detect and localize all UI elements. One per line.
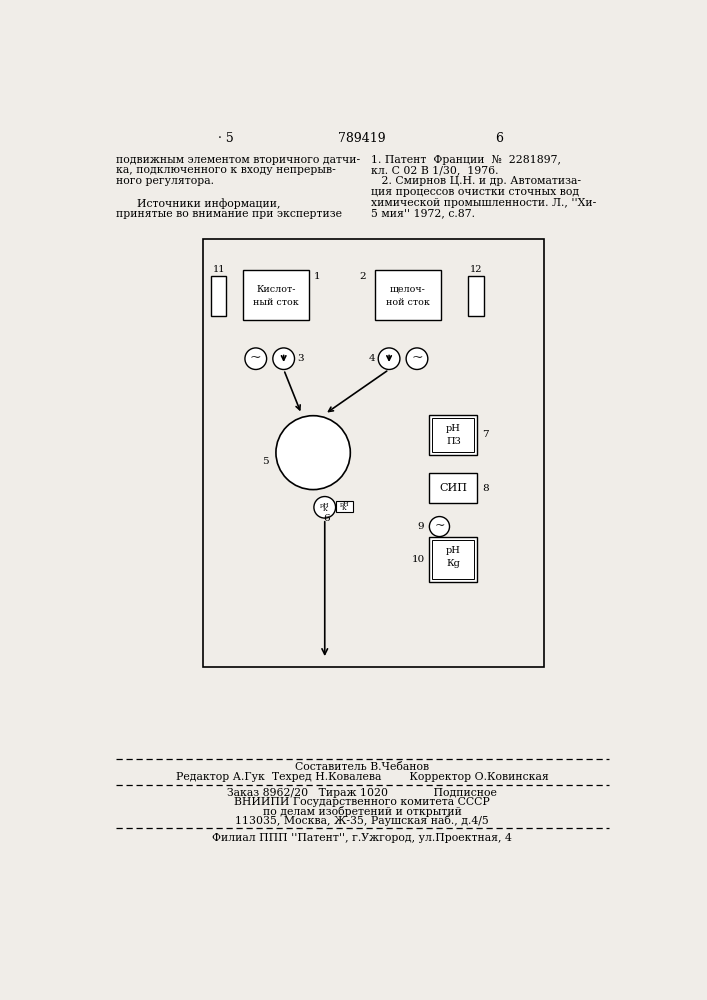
Text: Редактор А.Гук  Техред Н.Ковалева        Корректор О.Ковинская: Редактор А.Гук Техред Н.Ковалева Коррект…: [175, 772, 549, 782]
Text: рН: рН: [446, 546, 461, 555]
Text: 2. Смирнов Ц.Н. и др. Автоматиза-: 2. Смирнов Ц.Н. и др. Автоматиза-: [371, 176, 581, 186]
Text: рН: рН: [446, 424, 461, 433]
Circle shape: [276, 416, 351, 490]
Bar: [429, 415, 477, 455]
Text: щелоч-: щелоч-: [390, 285, 426, 294]
Text: рН: рН: [320, 502, 329, 508]
Text: 1: 1: [314, 272, 320, 281]
Circle shape: [406, 348, 428, 369]
Circle shape: [314, 497, 336, 518]
Bar: [429, 473, 477, 503]
Circle shape: [273, 348, 295, 369]
Text: 6: 6: [323, 514, 329, 523]
Circle shape: [245, 348, 267, 369]
Text: К: К: [341, 506, 346, 511]
Bar: [336, 501, 353, 512]
Text: ной сток: ной сток: [386, 298, 430, 307]
Text: по делам изобретений и открытий: по делам изобретений и открытий: [262, 806, 462, 817]
Text: П3: П3: [446, 437, 461, 446]
Text: 8: 8: [482, 484, 489, 493]
Text: 11: 11: [212, 265, 225, 274]
Text: ~: ~: [411, 351, 423, 365]
Text: Филиал ППП ''Патент'', г.Ужгород, ул.Проектная, 4: Филиал ППП ''Патент'', г.Ужгород, ул.Про…: [212, 833, 512, 843]
Text: 7: 7: [482, 430, 489, 439]
Text: ~: ~: [250, 351, 262, 365]
Text: 3: 3: [298, 354, 304, 363]
Text: 2: 2: [359, 272, 366, 281]
Text: К: К: [322, 507, 327, 512]
Text: химической промышленности. Л., ''Хи-: химической промышленности. Л., ''Хи-: [371, 198, 597, 208]
Text: 9: 9: [417, 522, 424, 531]
Text: 5 мия'' 1972, с.87.: 5 мия'' 1972, с.87.: [371, 209, 475, 219]
Text: ВНИИПИ Государственного комитета СССР: ВНИИПИ Государственного комитета СССР: [234, 797, 490, 807]
Text: принятые во внимание при экспертизе: принятые во внимание при экспертизе: [115, 209, 341, 219]
Text: ный сток: ный сток: [253, 298, 299, 307]
Text: 113035, Москва, Ж-35, Раушская наб., д.4/5: 113035, Москва, Ж-35, Раушская наб., д.4…: [235, 815, 489, 826]
Text: Составитель В.Чебанов: Составитель В.Чебанов: [295, 762, 429, 772]
Text: кл. С 02 В 1/30,  1976.: кл. С 02 В 1/30, 1976.: [371, 165, 498, 175]
Circle shape: [378, 348, 400, 369]
Bar: [243, 270, 309, 320]
Text: ция процессов очистки сточных вод: ция процессов очистки сточных вод: [371, 187, 579, 197]
Text: 4: 4: [368, 354, 375, 363]
Bar: [211, 276, 226, 316]
Text: 1. Патент  Франции  №  2281897,: 1. Патент Франции № 2281897,: [371, 155, 561, 165]
Text: Кg: Кg: [446, 559, 460, 568]
Text: ~: ~: [434, 519, 445, 532]
Bar: [375, 270, 441, 320]
Text: подвижным элементом вторичного датчи-: подвижным элементом вторичного датчи-: [115, 155, 360, 165]
Bar: [203, 239, 544, 667]
Text: ного регулятора.: ного регулятора.: [115, 176, 214, 186]
Text: 6: 6: [495, 132, 503, 145]
Text: 789419: 789419: [338, 132, 386, 145]
Bar: [429, 537, 477, 582]
Text: 12: 12: [469, 265, 482, 274]
Bar: [468, 276, 484, 316]
Text: · 5: · 5: [218, 132, 234, 145]
Bar: [433, 418, 474, 452]
Circle shape: [429, 517, 450, 537]
Text: 5: 5: [262, 457, 269, 466]
Text: СИП: СИП: [439, 483, 467, 493]
Text: рН: рН: [339, 502, 349, 507]
Text: 10: 10: [411, 555, 425, 564]
Text: Кислот-: Кислот-: [257, 285, 296, 294]
Bar: [433, 540, 474, 579]
Text: Заказ 8962/20   Тираж 1020             Подписное: Заказ 8962/20 Тираж 1020 Подписное: [227, 788, 497, 798]
Text: Источники информации,: Источники информации,: [115, 198, 280, 209]
Text: ка, подключенного к входу непрерыв-: ка, подключенного к входу непрерыв-: [115, 165, 335, 175]
